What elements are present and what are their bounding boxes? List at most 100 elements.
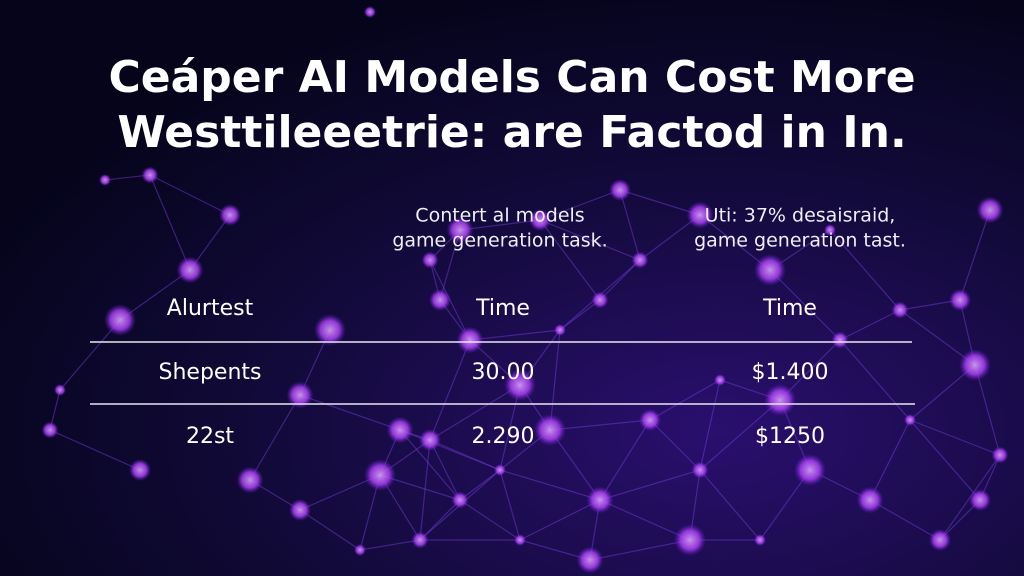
network-link [699, 379, 721, 471]
table-cell: $1.400 [752, 360, 829, 385]
network-link [589, 539, 691, 561]
network-node [754, 254, 786, 286]
table-cell: Shepents [159, 360, 262, 385]
network-link [519, 499, 601, 541]
network-node [286, 381, 314, 409]
group-header: game generation task. [392, 230, 607, 252]
title-line: Ceáper AI Models Can Cost More [108, 52, 915, 103]
network-link [539, 219, 601, 301]
network-node [419, 429, 441, 451]
network-node [554, 324, 566, 336]
network-node [674, 524, 706, 556]
network-node [386, 416, 414, 444]
network-link [539, 219, 641, 261]
column-header: Time [762, 296, 817, 321]
network-node [969, 489, 991, 511]
network-node [976, 196, 1004, 224]
network-link [599, 259, 641, 301]
network-node [529, 209, 551, 231]
table: Alurtest Time Time Shepents 30.00 $1.400 22st 2… [90, 296, 915, 449]
network-node [631, 251, 649, 269]
network-link [539, 189, 621, 221]
network-decoration [41, 6, 1009, 574]
table-cell: $1250 [755, 424, 825, 449]
network-node [714, 374, 726, 386]
network-node [451, 491, 469, 509]
network-node [794, 454, 826, 486]
network-node [129, 459, 151, 481]
network-node [609, 179, 631, 201]
network-link [599, 419, 651, 501]
network-node [534, 414, 566, 446]
network-link [419, 439, 431, 541]
network-link [909, 419, 981, 501]
network-node [494, 464, 506, 476]
network-node [314, 314, 346, 346]
network-link [549, 329, 561, 431]
network-node [959, 349, 991, 381]
network-node [429, 289, 451, 311]
network-node [456, 326, 484, 354]
network-link [699, 469, 761, 541]
network-node [364, 459, 396, 491]
network-link [619, 189, 701, 216]
network-node [421, 251, 439, 269]
network-node [514, 534, 526, 546]
network-link [649, 379, 721, 421]
network-link [299, 394, 401, 431]
network-node [504, 369, 536, 401]
network-node [176, 256, 204, 284]
network-link [549, 419, 651, 431]
network-link [869, 419, 911, 501]
network-node [104, 304, 136, 336]
network-node [586, 486, 614, 514]
network-link [49, 429, 141, 471]
network-link [599, 499, 691, 541]
network-link [649, 419, 701, 471]
network-node [824, 224, 836, 236]
network-node [141, 166, 159, 184]
network-node [411, 531, 429, 549]
table-cell: 2.290 [472, 424, 535, 449]
network-node [991, 446, 1009, 464]
network-node [576, 546, 604, 574]
network-node [364, 6, 376, 18]
network-link [469, 329, 561, 341]
network-link [699, 399, 781, 471]
network-node [289, 499, 311, 521]
table-cell: 30.00 [472, 360, 535, 385]
network-link [429, 384, 521, 441]
group-header: Contert al models [415, 205, 584, 227]
network-node [856, 486, 884, 514]
network-link [359, 539, 421, 551]
group-header: Uti: 37% desaisraid, [705, 205, 896, 227]
network-link [459, 499, 521, 541]
network-node [754, 534, 766, 546]
network-node [54, 384, 66, 396]
network-link [429, 339, 471, 441]
network-link [249, 394, 301, 481]
network-node [686, 201, 714, 229]
network-node [446, 216, 474, 244]
network-link [619, 189, 641, 261]
network-link [149, 174, 191, 271]
network-link [419, 499, 461, 541]
network-link [429, 439, 461, 501]
network-link [839, 309, 901, 341]
network-node [99, 174, 111, 186]
network-node [831, 331, 849, 349]
network-node [236, 466, 264, 494]
network-link [909, 419, 1001, 456]
group-header: game generation tast. [694, 230, 906, 252]
network-node [639, 409, 661, 431]
table-cell: 22st [186, 424, 234, 449]
network-node [949, 289, 971, 311]
network-link [829, 229, 901, 311]
column-header: Time [475, 296, 530, 321]
network-link [839, 339, 911, 421]
network-link [769, 269, 841, 341]
network-node [41, 421, 59, 439]
